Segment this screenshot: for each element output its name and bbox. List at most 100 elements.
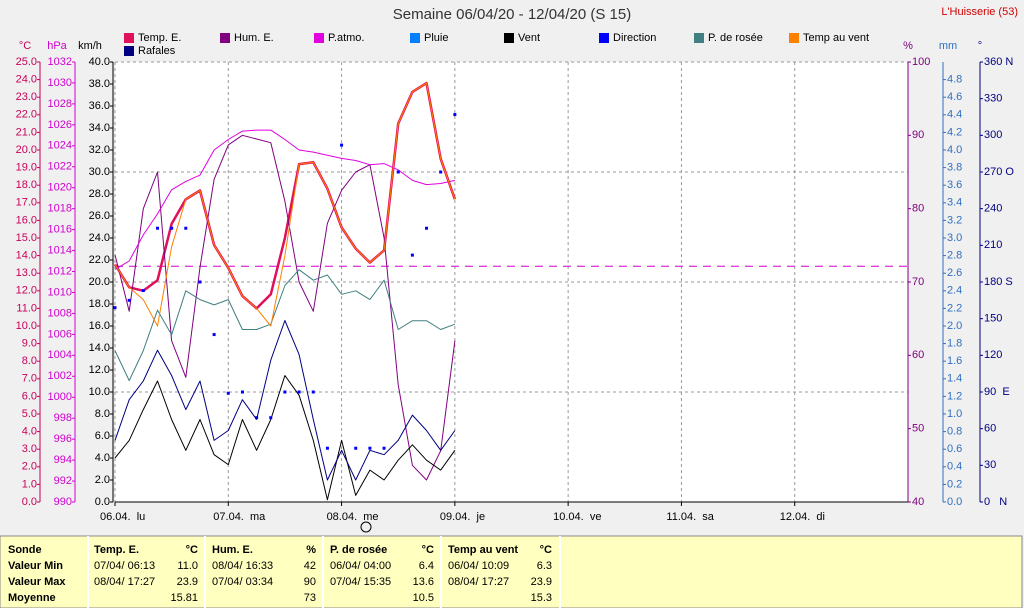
x-tick-label: 07.04. ma bbox=[213, 511, 266, 523]
stats-table: Sonde Valeur Min Valeur Max Moyenne Temp. E.… bbox=[0, 535, 1023, 608]
y-tick-label: 1024 bbox=[48, 140, 72, 152]
legend-label: Direction bbox=[613, 32, 656, 44]
cell-time: 07/04/ 06:13 bbox=[94, 560, 155, 572]
axis-unit: °C bbox=[19, 40, 31, 52]
x-tick-label: 06.04. lu bbox=[100, 511, 145, 523]
axis-unit: % bbox=[903, 40, 913, 52]
cell-time: 06/04/ 04:00 bbox=[330, 560, 391, 572]
direction-dot bbox=[368, 446, 372, 450]
y-tick-label: 1010 bbox=[48, 286, 72, 298]
y-tick-label: 90 E bbox=[984, 386, 1010, 398]
y-tick-label: 1008 bbox=[48, 307, 72, 319]
y-tick-label: 26.0 bbox=[89, 210, 110, 222]
y-tick-label: 1.8 bbox=[947, 338, 962, 350]
y-tick-label: 40 bbox=[912, 496, 924, 508]
y-tick-label: 994 bbox=[54, 454, 72, 466]
y-tick-label: 21.0 bbox=[16, 126, 37, 138]
direction-dot bbox=[198, 280, 202, 284]
legend-swatch bbox=[599, 33, 609, 43]
y-tick-label: 150 bbox=[984, 313, 1002, 325]
y-tick-label: 100 bbox=[912, 56, 930, 68]
y-tick-label: 120 bbox=[984, 349, 1002, 361]
direction-dot bbox=[212, 333, 216, 337]
direction-dot bbox=[141, 289, 145, 293]
y-tick-label: 2.6 bbox=[947, 267, 962, 279]
direction-dot bbox=[184, 226, 188, 230]
y-tick-label: 1.2 bbox=[947, 390, 962, 402]
y-tick-label: 60 bbox=[984, 423, 996, 435]
y-tick-label: 10.0 bbox=[89, 386, 110, 398]
y-tick-label: 210 bbox=[984, 239, 1002, 251]
y-tick-label: 990 bbox=[54, 496, 72, 508]
legend-swatch bbox=[694, 33, 704, 43]
y-tick-label: 4.8 bbox=[947, 74, 962, 86]
series-line bbox=[114, 129, 456, 270]
y-tick-label: 8.0 bbox=[95, 408, 110, 420]
cell-time: 07/04/ 03:34 bbox=[212, 576, 273, 588]
y-tick-label: 36.0 bbox=[89, 100, 110, 112]
y-tick-label: 18.0 bbox=[89, 298, 110, 310]
x-tick-label: 08.04. me bbox=[327, 511, 379, 523]
y-tick-label: 30 bbox=[984, 459, 996, 471]
column-header: Temp au vent bbox=[448, 544, 518, 556]
cell-time: 06/04/ 10:09 bbox=[448, 560, 509, 572]
y-tick-label: 20.0 bbox=[16, 144, 37, 156]
y-tick-label: 24.0 bbox=[16, 74, 37, 86]
y-tick-label: 270 O bbox=[984, 166, 1014, 178]
legend-label: Vent bbox=[518, 32, 540, 44]
column-header: Hum. E. bbox=[212, 544, 253, 556]
direction-dot bbox=[311, 390, 315, 394]
cell-value: 23.9 bbox=[531, 576, 552, 588]
column-unit: °C bbox=[540, 544, 552, 556]
series-line bbox=[114, 82, 456, 327]
y-tick-label: 2.0 bbox=[22, 461, 37, 473]
y-tick-label: 34.0 bbox=[89, 122, 110, 134]
y-tick-label: 1016 bbox=[48, 224, 72, 236]
y-tick-label: 19.0 bbox=[16, 162, 37, 174]
y-tick-label: 3.0 bbox=[22, 443, 37, 455]
y-tick-label: 14.0 bbox=[16, 250, 37, 262]
y-tick-label: 90 bbox=[912, 129, 924, 141]
y-tick-label: 1026 bbox=[48, 119, 72, 131]
y-tick-label: 14.0 bbox=[89, 342, 110, 354]
row-label: Valeur Max bbox=[8, 576, 66, 588]
y-tick-label: 998 bbox=[54, 412, 72, 424]
direction-dot bbox=[439, 170, 443, 174]
y-tick-label: 1004 bbox=[48, 349, 72, 361]
y-tick-label: 0.4 bbox=[947, 461, 962, 473]
y-tick-label: 40.0 bbox=[89, 56, 110, 68]
y-tick-label: 3.2 bbox=[947, 214, 962, 226]
y-tick-label: 2.0 bbox=[95, 474, 110, 486]
y-tick-label: 22.0 bbox=[89, 254, 110, 266]
cell-value: 15.81 bbox=[170, 592, 198, 604]
y-tick-label: 4.2 bbox=[947, 126, 962, 138]
direction-dot bbox=[113, 306, 117, 310]
y-tick-label: 4.6 bbox=[947, 91, 962, 103]
legend-label: P.atmo. bbox=[328, 32, 365, 44]
y-tick-label: 1006 bbox=[48, 328, 72, 340]
y-tick-label: 50 bbox=[912, 423, 924, 435]
y-tick-label: 24.0 bbox=[89, 232, 110, 244]
y-tick-label: 11.0 bbox=[16, 302, 37, 314]
y-tick-label: 22.0 bbox=[16, 109, 37, 121]
y-tick-label: 1.6 bbox=[947, 355, 962, 367]
legend-label: Temp au vent bbox=[803, 32, 869, 44]
location: L'Huisserie (53) bbox=[941, 6, 1018, 18]
direction-dot bbox=[396, 170, 400, 174]
y-tick-label: 23.0 bbox=[16, 91, 37, 103]
y-tick-label: 1014 bbox=[48, 244, 72, 256]
y-tick-label: 16.0 bbox=[16, 214, 37, 226]
direction-dot bbox=[453, 113, 457, 117]
y-tick-label: 1012 bbox=[48, 265, 72, 277]
y-tick-label: 1030 bbox=[48, 77, 72, 89]
y-tick-label: 16.0 bbox=[89, 320, 110, 332]
y-tick-label: 180 S bbox=[984, 276, 1013, 288]
y-tick-label: 360 N bbox=[984, 56, 1013, 68]
y-tick-label: 4.0 bbox=[947, 144, 962, 156]
direction-dot bbox=[340, 143, 344, 147]
legend-label: Rafales bbox=[138, 45, 176, 57]
y-tick-label: 0.0 bbox=[95, 496, 110, 508]
y-tick-label: 12.0 bbox=[89, 364, 110, 376]
y-tick-label: 4.0 bbox=[22, 426, 37, 438]
